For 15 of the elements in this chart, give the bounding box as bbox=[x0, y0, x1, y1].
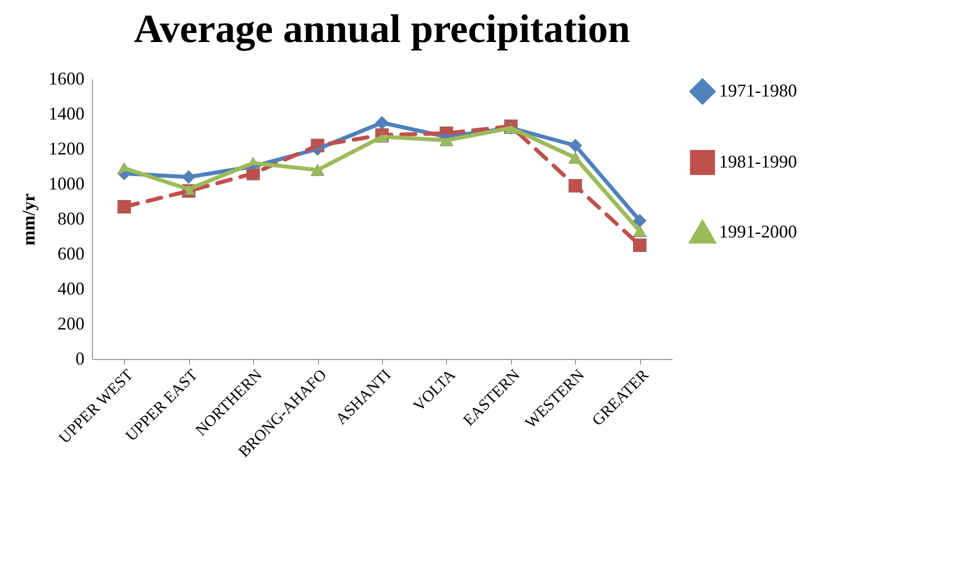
legend-label: 1981-1990 bbox=[719, 152, 797, 172]
y-tick-label: 1600 bbox=[48, 68, 84, 88]
y-tick-label: 600 bbox=[58, 244, 84, 264]
y-tick-label: 1200 bbox=[48, 138, 84, 158]
chart-title: Average annual precipitation bbox=[134, 6, 630, 51]
point bbox=[633, 238, 647, 252]
y-tick-label: 400 bbox=[58, 278, 84, 298]
y-tick-label: 1400 bbox=[48, 104, 84, 124]
legend-label: 1991-2000 bbox=[719, 222, 797, 242]
y-tick-label: 0 bbox=[76, 348, 84, 368]
y-axis-title: mm/yr bbox=[18, 194, 38, 246]
y-tick-label: 800 bbox=[58, 208, 84, 228]
y-tick-label: 1000 bbox=[48, 174, 84, 194]
legend-label: 1971-1980 bbox=[719, 80, 797, 100]
y-tick-label: 200 bbox=[58, 314, 84, 334]
